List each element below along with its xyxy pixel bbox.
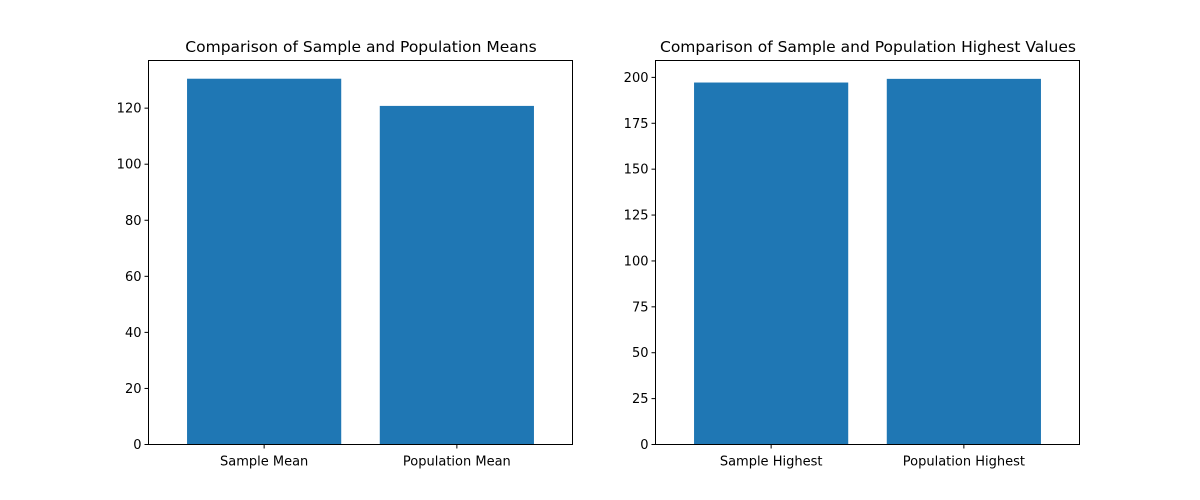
means-plot-frame <box>148 60 573 445</box>
means-y-tick-label-3: 60 <box>125 270 142 285</box>
means-y-tick-label-1: 20 <box>125 382 142 397</box>
means-chart-title: Comparison of Sample and Population Mean… <box>185 38 536 56</box>
highest-x-tick-label-1: Population Highest <box>903 455 1025 470</box>
means-x-tick-label-0: Sample Mean <box>220 455 308 470</box>
highest-y-tick-label-4: 100 <box>624 254 649 269</box>
means-y-tick-label-5: 100 <box>117 158 142 173</box>
highest-y-tick-label-7: 175 <box>624 117 649 132</box>
highest-y-tick-label-3: 75 <box>632 300 649 315</box>
means-y-tick-label-2: 40 <box>125 326 142 341</box>
highest-bars <box>694 78 1041 445</box>
highest-ticks: Sample Highest Population Highest 0 25 50 75 1… <box>624 71 1025 470</box>
highest-y-tick-label-8: 200 <box>624 71 649 86</box>
means-ticks: Sample Mean Population Mean 0 20 40 60 80 100 12… <box>117 102 511 470</box>
highest-y-tick-label-2: 50 <box>632 346 649 361</box>
means-x-tick-label-1: Population Mean <box>403 455 511 470</box>
means-chart: Comparison of Sample and Population Mean… <box>117 38 573 470</box>
means-y-tick-label-0: 0 <box>133 438 141 453</box>
highest-y-tick-label-0: 0 <box>640 438 648 453</box>
means-bars <box>187 78 534 445</box>
highest-y-tick-label-6: 150 <box>624 163 649 178</box>
highest-plot-frame <box>655 60 1080 445</box>
highest-y-tick-label-5: 125 <box>624 209 649 224</box>
highest-bar-1 <box>886 78 1041 445</box>
highest-chart-title: Comparison of Sample and Population High… <box>660 38 1076 56</box>
means-bar-1 <box>379 105 534 445</box>
means-bar-0 <box>187 78 342 445</box>
means-y-tick-label-4: 80 <box>125 214 142 229</box>
means-y-tick-label-6: 120 <box>117 102 142 117</box>
highest-chart: Comparison of Sample and Population High… <box>624 38 1080 470</box>
highest-x-tick-label-0: Sample Highest <box>720 455 823 470</box>
highest-bar-0 <box>694 82 849 445</box>
highest-y-tick-label-1: 25 <box>632 392 649 407</box>
